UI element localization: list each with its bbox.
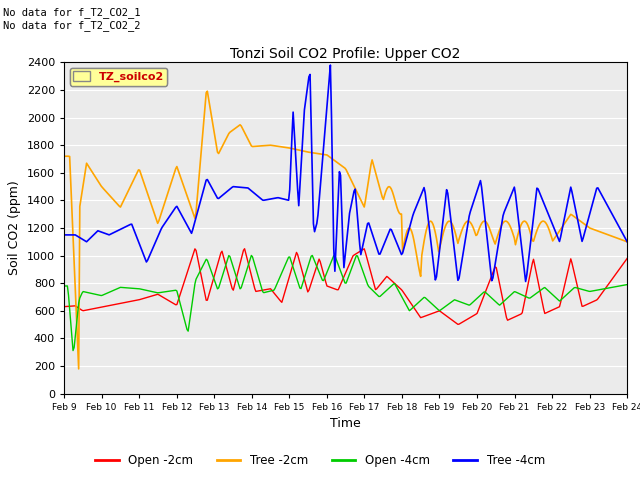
Open -4cm [524,295,532,300]
Open -2cm [612,271,620,277]
Tree -2cm [75,366,83,372]
Tree -2cm [204,88,211,94]
Tree -2cm [330,157,337,163]
Tree -4cm [366,224,374,229]
Legend: TZ_soilco2: TZ_soilco2 [70,68,167,85]
Text: No data for f_T2_CO2_1
No data for f_T2_CO2_2: No data for f_T2_CO2_1 No data for f_T2_… [3,7,141,31]
Open -4cm [60,283,68,289]
Tree -4cm [612,218,620,224]
Open -4cm [397,293,405,299]
Tree -2cm [612,235,620,240]
Tree -4cm [329,180,337,185]
Open -2cm [241,246,248,252]
Tree -4cm [326,62,334,68]
Open -4cm [69,348,77,353]
X-axis label: Time: Time [330,417,361,430]
Open -4cm [248,252,255,258]
Line: Open -2cm: Open -2cm [64,249,627,324]
Open -2cm [623,255,631,261]
Open -2cm [454,322,461,327]
Open -2cm [524,282,532,288]
Tree -4cm [623,239,631,245]
Open -2cm [332,287,340,292]
Tree -2cm [397,211,405,217]
Tree -4cm [332,243,340,249]
Open -2cm [366,266,374,272]
Title: Tonzi Soil CO2 Profile: Upper CO2: Tonzi Soil CO2 Profile: Upper CO2 [230,47,461,61]
Open -4cm [333,259,341,264]
Open -2cm [397,286,404,291]
Tree -4cm [397,249,404,254]
Open -2cm [60,304,68,310]
Y-axis label: Soil CO2 (ppm): Soil CO2 (ppm) [8,180,21,276]
Open -2cm [329,285,337,291]
Open -4cm [330,253,337,259]
Tree -4cm [524,263,532,268]
Open -4cm [367,286,375,292]
Tree -4cm [522,278,529,284]
Tree -2cm [367,162,375,168]
Tree -2cm [60,153,68,159]
Line: Tree -2cm: Tree -2cm [64,91,627,369]
Line: Tree -4cm: Tree -4cm [64,65,627,281]
Line: Open -4cm: Open -4cm [64,255,627,350]
Tree -2cm [623,239,631,245]
Legend: Open -2cm, Tree -2cm, Open -4cm, Tree -4cm: Open -2cm, Tree -2cm, Open -4cm, Tree -4… [90,449,550,472]
Tree -2cm [524,222,532,228]
Open -4cm [612,284,620,289]
Open -4cm [623,282,631,288]
Tree -2cm [333,159,341,165]
Tree -4cm [60,232,68,238]
